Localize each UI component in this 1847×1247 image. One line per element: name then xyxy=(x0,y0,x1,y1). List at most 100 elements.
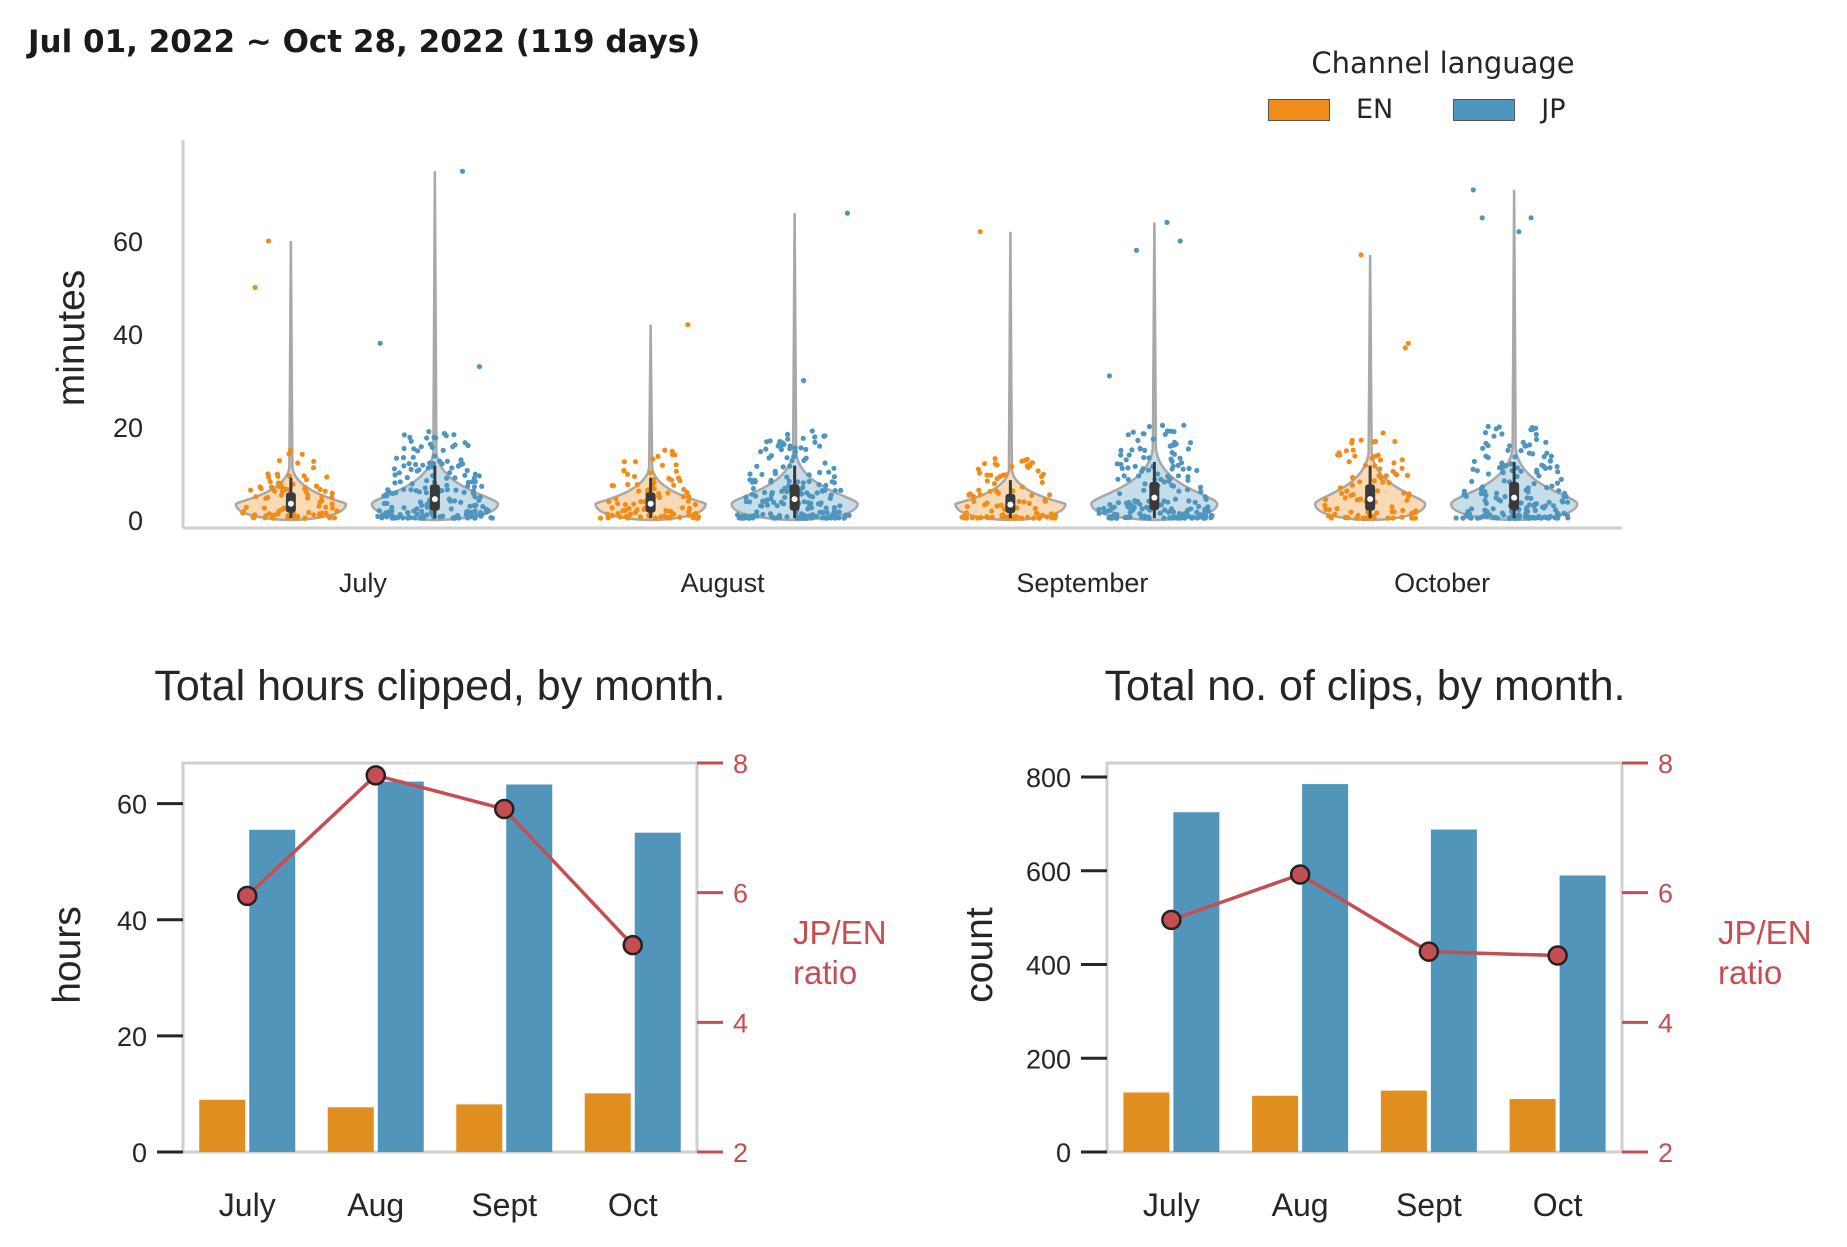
violin-point-jp xyxy=(1543,439,1549,445)
violin-point-jp xyxy=(389,504,395,510)
violin-point-jp xyxy=(762,489,768,496)
violin-point-en xyxy=(322,488,328,494)
violin-point-jp xyxy=(1171,429,1177,435)
ratio-point xyxy=(365,765,386,786)
violin-point-jp xyxy=(1194,509,1200,515)
violin-point-jp xyxy=(784,474,790,480)
violin-median-dot xyxy=(791,496,798,503)
violin-point-en xyxy=(634,482,641,488)
violin-point-jp xyxy=(451,432,457,438)
violin-outlier-jp xyxy=(1516,229,1522,235)
violin-point-jp xyxy=(1532,507,1538,514)
ratio-point xyxy=(1418,941,1440,962)
violin-point-jp xyxy=(1466,511,1473,517)
violin-point-jp xyxy=(381,500,387,507)
violin-point-jp xyxy=(1169,514,1175,520)
violin-point-jp xyxy=(1498,464,1505,470)
violin-point-jp xyxy=(1555,469,1561,475)
violin-point-jp xyxy=(1518,500,1524,506)
violin-point-en xyxy=(621,459,628,465)
violin-point-jp xyxy=(1172,496,1179,502)
violin-point-en xyxy=(258,486,264,492)
violin-point-jp xyxy=(1169,458,1175,464)
violin-y-tick-label: 40 xyxy=(113,320,143,350)
violin-y-axis-label: minutes xyxy=(50,270,93,407)
violin-point-jp xyxy=(1132,463,1138,469)
ratio-tick-label: 8 xyxy=(733,749,748,779)
violin-point-jp xyxy=(1499,510,1505,516)
violin-point-en xyxy=(306,509,312,516)
violin-point-en xyxy=(609,512,615,519)
violin-point-en xyxy=(1345,515,1351,521)
violin-point-en xyxy=(1390,515,1396,521)
violin-point-en xyxy=(261,505,267,511)
bar-en xyxy=(1380,1090,1427,1152)
violin-point-en xyxy=(685,498,692,504)
violin-point-jp xyxy=(410,454,416,460)
violin-point-en xyxy=(610,483,617,489)
bar-jp xyxy=(377,781,424,1152)
violin-point-en xyxy=(1409,510,1415,517)
violin-point-jp xyxy=(471,484,477,490)
violin-point-jp xyxy=(800,480,807,486)
violin-point-jp xyxy=(1133,499,1139,505)
violin-point-jp xyxy=(437,458,443,464)
violin-point-jp xyxy=(838,487,844,493)
violin-point-en xyxy=(1034,511,1040,517)
violin-point-en xyxy=(995,490,1002,496)
violin-point-en xyxy=(1030,515,1037,521)
violin-point-en xyxy=(267,478,273,485)
violin-point-jp xyxy=(787,463,793,469)
violin-point-jp xyxy=(416,467,422,473)
violin-point-jp xyxy=(395,515,401,521)
violin-point-en xyxy=(1380,430,1386,436)
violin-point-en xyxy=(967,491,973,497)
violin-point-jp xyxy=(444,482,450,488)
violin-point-jp xyxy=(1142,447,1148,453)
violin-point-en xyxy=(316,503,322,509)
violin-point-jp xyxy=(1171,442,1177,448)
violin-point-en xyxy=(1377,466,1383,472)
violin-point-jp xyxy=(1190,514,1196,520)
violin-point-jp xyxy=(1140,431,1146,437)
legend-entry-en: EN xyxy=(1268,94,1393,125)
violin-point-jp xyxy=(400,515,406,521)
violin-point-jp xyxy=(785,431,791,437)
violin-point-en xyxy=(1032,505,1038,512)
violin-point-jp xyxy=(798,445,804,451)
x-tick-label: Aug xyxy=(1272,1187,1329,1223)
violin-point-en xyxy=(1335,452,1341,458)
violin-point-jp xyxy=(1474,468,1480,474)
violin-point-jp xyxy=(417,515,424,521)
violin-point-jp xyxy=(1514,473,1520,480)
violin-point-en xyxy=(1371,478,1377,484)
violin-point-jp xyxy=(841,515,847,521)
violin-point-jp xyxy=(747,471,753,477)
ratio-tick-label: 2 xyxy=(1658,1138,1673,1168)
violin-point-jp xyxy=(795,479,801,485)
violin-point-jp xyxy=(473,502,479,508)
violin-point-jp xyxy=(1503,463,1509,469)
violin-point-jp xyxy=(1564,512,1570,518)
violin-outlier-jp xyxy=(1479,215,1485,221)
violin-point-en xyxy=(971,498,977,505)
violin-point-en xyxy=(650,476,657,482)
violin-point-jp xyxy=(1471,458,1477,464)
violin-point-jp xyxy=(1554,480,1561,486)
violin-point-en xyxy=(978,514,984,521)
violin-point-jp xyxy=(1544,450,1550,456)
violin-point-jp xyxy=(1546,515,1552,521)
violin-point-jp xyxy=(1139,506,1145,512)
x-tick-label: Sept xyxy=(471,1187,537,1223)
violin-point-jp xyxy=(754,513,760,519)
violin-point-jp xyxy=(1175,473,1181,479)
violin-point-jp xyxy=(1138,514,1145,520)
violin-point-jp xyxy=(1196,503,1202,510)
violin-point-jp xyxy=(375,513,381,520)
violin-point-en xyxy=(656,494,662,500)
violin-point-jp xyxy=(444,458,450,464)
bar-jp xyxy=(1559,875,1606,1152)
violin-point-en xyxy=(984,472,990,478)
violin-point-jp xyxy=(1186,498,1192,504)
violin-point-en xyxy=(1346,459,1352,465)
